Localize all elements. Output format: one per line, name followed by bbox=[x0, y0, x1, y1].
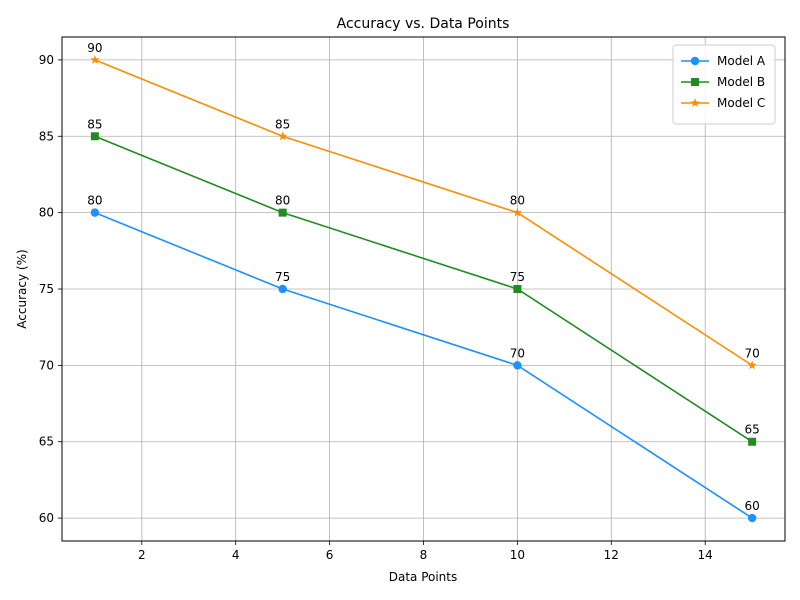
y-tick-label: 75 bbox=[39, 282, 54, 296]
data-label-model-b: 75 bbox=[510, 270, 525, 284]
series-model-b: 85 80 75 65 bbox=[87, 117, 760, 446]
series-line-model-a bbox=[94, 211, 753, 519]
data-point-model-c bbox=[90, 55, 100, 64]
data-point-model-a bbox=[90, 208, 100, 217]
data-label-model-c: 85 bbox=[275, 117, 290, 131]
data-point-model-b bbox=[513, 285, 522, 293]
x-tick-label: 2 bbox=[138, 548, 146, 562]
data-label-model-a: 60 bbox=[744, 499, 759, 513]
legend-marker bbox=[690, 56, 700, 66]
x-tick-label: 12 bbox=[604, 548, 619, 562]
data-label-model-a: 75 bbox=[275, 270, 290, 284]
y-tick-label: 60 bbox=[39, 511, 54, 525]
legend-item-model-c: Model C bbox=[681, 96, 765, 110]
legend: Model A Model B Model C bbox=[672, 44, 776, 125]
data-point-model-a bbox=[513, 361, 522, 370]
x-tick-label: 6 bbox=[326, 548, 334, 562]
y-tick-label: 65 bbox=[39, 435, 54, 449]
data-point-model-a bbox=[278, 284, 287, 294]
data-point-model-a bbox=[747, 513, 757, 523]
x-axis-label: Data Points bbox=[389, 570, 458, 584]
series-model-a: 80 75 70 60 bbox=[87, 194, 760, 523]
legend-label: Model B bbox=[717, 75, 765, 89]
y-axis-label: Accuracy (%) bbox=[15, 249, 29, 328]
data-label-model-c: 80 bbox=[510, 194, 525, 208]
data-point-model-c bbox=[747, 360, 757, 370]
legend-label: Model C bbox=[717, 96, 765, 110]
y-tick-label: 85 bbox=[39, 129, 54, 143]
x-axis: 2 4 6 8 10 12 14 bbox=[138, 541, 713, 562]
series-line-model-b bbox=[94, 135, 753, 443]
y-tick-label: 90 bbox=[39, 53, 54, 67]
data-label-model-b: 85 bbox=[87, 117, 102, 131]
x-tick-label: 10 bbox=[510, 548, 525, 562]
data-label-model-a: 80 bbox=[87, 194, 102, 208]
x-tick-label: 4 bbox=[232, 548, 240, 562]
data-label-model-b: 80 bbox=[275, 194, 290, 208]
legend-label: Model A bbox=[717, 54, 766, 68]
x-tick-label: 8 bbox=[420, 548, 428, 562]
data-point-model-c bbox=[278, 131, 288, 141]
data-point-model-c bbox=[512, 207, 522, 217]
series-line-model-c bbox=[94, 59, 753, 367]
data-label-model-c: 70 bbox=[744, 346, 759, 360]
legend-marker bbox=[690, 98, 700, 107]
y-tick-label: 80 bbox=[39, 206, 54, 220]
data-point-model-b bbox=[748, 437, 757, 446]
y-axis: 60 65 70 75 80 85 90 bbox=[39, 53, 62, 525]
y-tick-label: 70 bbox=[39, 358, 54, 372]
data-point-model-b bbox=[278, 208, 287, 217]
legend-frame bbox=[672, 44, 776, 125]
data-label-model-c: 90 bbox=[87, 41, 102, 55]
legend-item-model-b: Model B bbox=[681, 75, 765, 89]
legend-marker bbox=[691, 78, 699, 86]
data-label-model-a: 70 bbox=[510, 346, 525, 360]
data-point-model-b bbox=[90, 132, 99, 141]
x-tick-label: 14 bbox=[698, 548, 713, 562]
series-model-c: 90 85 80 70 bbox=[87, 41, 760, 370]
series-layer: 80 75 70 60 85 80 75 65 90 85 80 70 bbox=[87, 41, 760, 523]
chart-title: Accuracy vs. Data Points bbox=[337, 16, 510, 32]
legend-item-model-a: Model A bbox=[681, 54, 766, 68]
data-label-model-b: 65 bbox=[744, 423, 759, 437]
